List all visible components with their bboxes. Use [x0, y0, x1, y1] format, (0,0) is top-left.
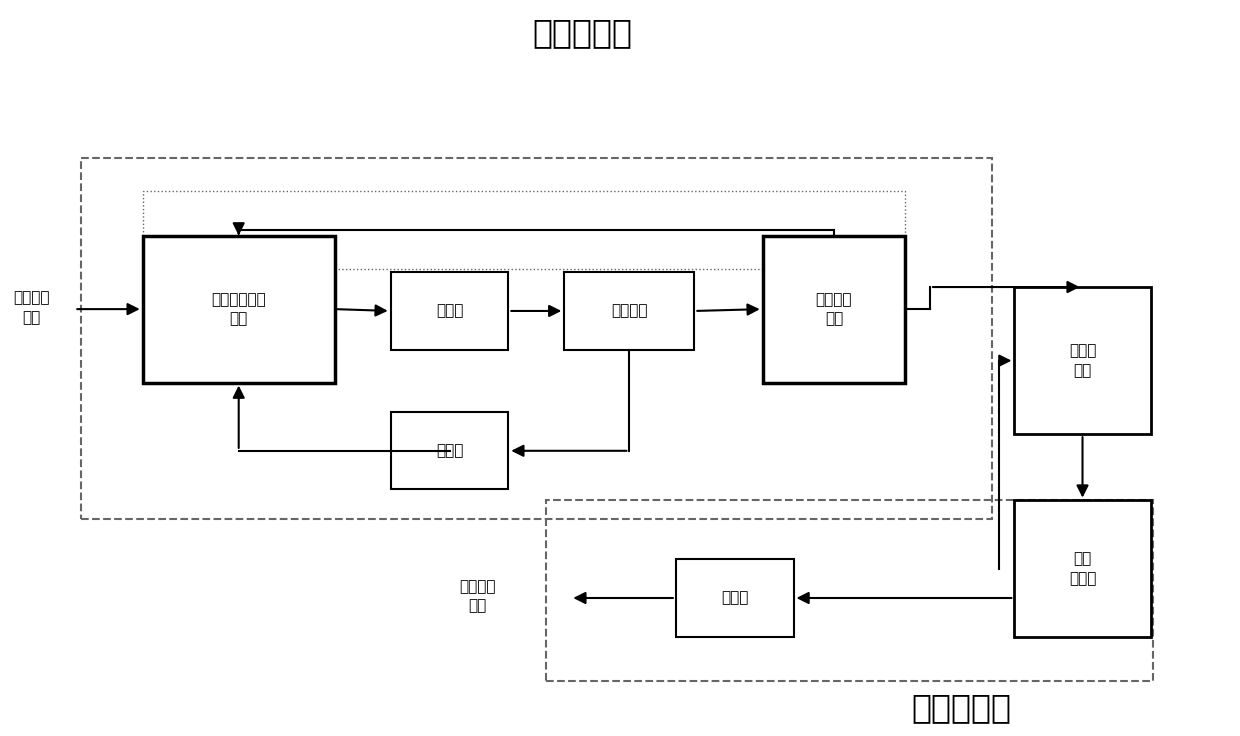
Bar: [1014, 500, 1151, 637]
Text: 微波信号
输入: 微波信号 输入: [12, 290, 50, 325]
Bar: [564, 272, 694, 350]
Text: 反射
透射镜: 反射 透射镜: [1069, 551, 1096, 586]
Text: 光环形器: 光环形器: [611, 303, 647, 319]
Text: 长距离
光纤: 长距离 光纤: [1069, 343, 1096, 378]
Bar: [143, 236, 335, 383]
Text: 微波相位检测
网络: 微波相位检测 网络: [211, 291, 267, 327]
Bar: [1014, 287, 1151, 434]
Text: 相位校正
单元: 相位校正 单元: [816, 291, 852, 327]
Text: 激光器: 激光器: [435, 303, 464, 319]
Bar: [676, 559, 794, 637]
Bar: [391, 412, 508, 489]
Bar: [391, 272, 508, 350]
Text: 探测器: 探测器: [720, 590, 749, 606]
Text: 中心站装置: 中心站装置: [533, 17, 632, 49]
Text: 探测器: 探测器: [435, 443, 464, 459]
Bar: [546, 500, 1153, 681]
Text: 微波信号
输出: 微波信号 输出: [459, 578, 496, 614]
Bar: [763, 236, 905, 383]
Bar: [143, 191, 905, 269]
Text: 节点端装置: 节点端装置: [911, 692, 1011, 724]
Bar: [81, 158, 992, 519]
